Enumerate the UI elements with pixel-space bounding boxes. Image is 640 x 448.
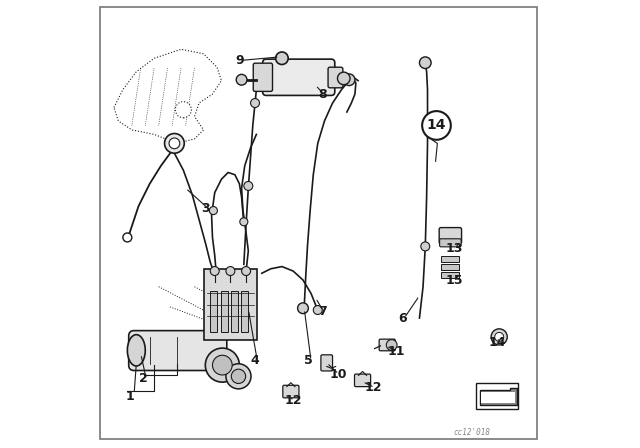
Circle shape bbox=[211, 267, 220, 276]
Text: 14: 14 bbox=[488, 336, 506, 349]
Circle shape bbox=[491, 329, 508, 345]
Text: 5: 5 bbox=[305, 354, 313, 367]
Text: 10: 10 bbox=[329, 367, 347, 381]
Text: 2: 2 bbox=[139, 372, 147, 385]
Bar bbox=[210, 291, 218, 332]
Text: 13: 13 bbox=[445, 242, 463, 255]
Ellipse shape bbox=[127, 335, 145, 366]
FancyBboxPatch shape bbox=[440, 239, 461, 247]
Circle shape bbox=[422, 111, 451, 140]
Bar bbox=[481, 392, 515, 403]
Text: 14: 14 bbox=[427, 118, 446, 133]
Text: 3: 3 bbox=[202, 202, 210, 215]
Circle shape bbox=[231, 369, 246, 383]
Circle shape bbox=[226, 364, 251, 389]
Circle shape bbox=[209, 207, 218, 215]
Circle shape bbox=[169, 138, 180, 149]
Text: 7: 7 bbox=[318, 305, 326, 318]
Circle shape bbox=[236, 74, 247, 85]
FancyBboxPatch shape bbox=[321, 355, 333, 371]
Circle shape bbox=[240, 218, 248, 226]
Circle shape bbox=[343, 74, 355, 86]
Text: 15: 15 bbox=[445, 273, 463, 287]
FancyBboxPatch shape bbox=[283, 385, 299, 398]
FancyBboxPatch shape bbox=[253, 63, 273, 91]
Text: 4: 4 bbox=[251, 354, 259, 367]
FancyBboxPatch shape bbox=[439, 228, 461, 244]
Text: 6: 6 bbox=[399, 311, 407, 325]
Circle shape bbox=[421, 242, 430, 251]
FancyBboxPatch shape bbox=[262, 59, 335, 95]
Circle shape bbox=[164, 134, 184, 153]
Text: 9: 9 bbox=[235, 54, 244, 67]
Circle shape bbox=[495, 332, 504, 341]
Bar bbox=[231, 291, 238, 332]
Circle shape bbox=[251, 99, 260, 108]
Text: 11: 11 bbox=[387, 345, 405, 358]
Text: cc12'018: cc12'018 bbox=[454, 428, 491, 437]
FancyBboxPatch shape bbox=[129, 331, 227, 370]
Circle shape bbox=[337, 72, 350, 85]
Circle shape bbox=[242, 267, 251, 276]
Circle shape bbox=[175, 102, 191, 118]
Text: 12: 12 bbox=[365, 381, 383, 394]
Circle shape bbox=[123, 233, 132, 242]
Circle shape bbox=[276, 52, 288, 65]
Bar bbox=[441, 264, 459, 270]
Bar bbox=[441, 256, 459, 262]
Circle shape bbox=[419, 57, 431, 69]
Circle shape bbox=[298, 303, 308, 314]
Bar bbox=[476, 383, 518, 409]
Circle shape bbox=[314, 306, 323, 314]
Circle shape bbox=[244, 181, 253, 190]
Bar bbox=[221, 291, 228, 332]
FancyBboxPatch shape bbox=[204, 269, 257, 340]
Bar bbox=[441, 272, 459, 278]
Text: 8: 8 bbox=[318, 87, 326, 101]
Polygon shape bbox=[481, 388, 517, 405]
Circle shape bbox=[205, 348, 239, 382]
FancyBboxPatch shape bbox=[328, 67, 343, 88]
Circle shape bbox=[226, 267, 235, 276]
Circle shape bbox=[212, 355, 232, 375]
Text: 12: 12 bbox=[284, 394, 302, 408]
Bar bbox=[241, 291, 248, 332]
FancyBboxPatch shape bbox=[379, 339, 396, 351]
FancyBboxPatch shape bbox=[355, 374, 371, 387]
Text: 1: 1 bbox=[125, 390, 134, 403]
Circle shape bbox=[387, 340, 397, 350]
